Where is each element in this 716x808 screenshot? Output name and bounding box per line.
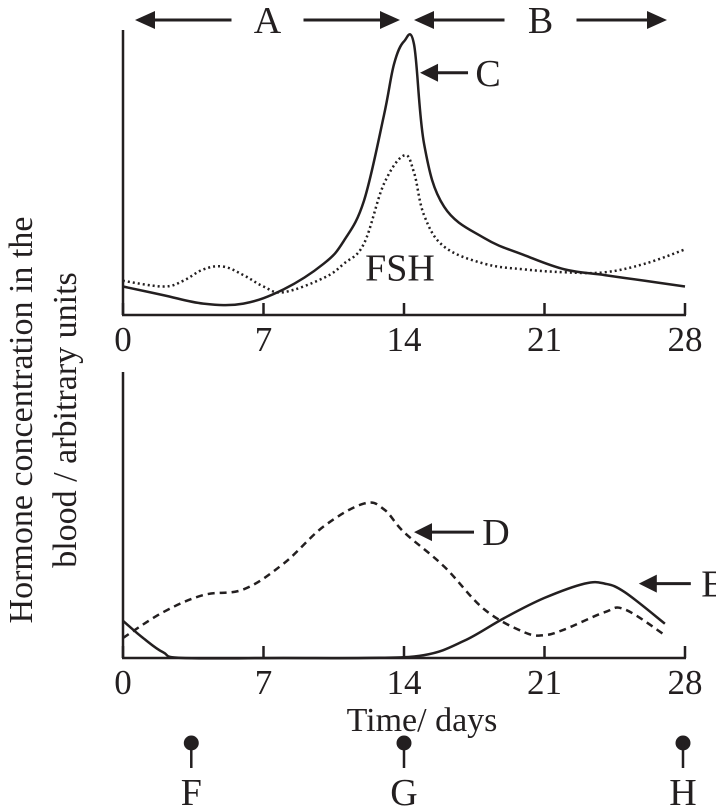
x-tick-label: 14 — [387, 320, 422, 359]
x-tick-label: 0 — [114, 663, 132, 702]
series-fsh-line — [122, 153, 686, 294]
series-e-pointer-text: E — [701, 564, 716, 606]
x-tick-label: 7 — [255, 663, 273, 702]
marker-f: F — [181, 735, 202, 808]
phase-a-label: A — [254, 0, 282, 42]
x-tick-label: 0 — [114, 320, 132, 359]
series-d-pointer-text: D — [482, 512, 509, 554]
series-e-pointer: E — [638, 564, 716, 606]
x-tick-label: 28 — [668, 663, 703, 702]
marker-g: G — [390, 735, 418, 808]
series-d-line — [122, 501, 666, 640]
top-x-ticks: 0 7 14 21 28 — [114, 303, 703, 359]
x-tick-label: 28 — [668, 320, 703, 359]
x-tick-label: 7 — [255, 320, 273, 359]
phase-a-arrow: A — [135, 0, 400, 42]
day-markers: F G H — [181, 735, 697, 808]
marker-h: H — [669, 735, 697, 808]
x-axis-label: Time/ days — [347, 702, 498, 739]
y-axis-label-line2: blood / arbitrary units — [47, 272, 84, 568]
top-series-labels: C FSH — [365, 53, 501, 290]
x-tick-label: 21 — [527, 320, 562, 359]
bottom-series-labels: DE — [414, 512, 716, 606]
x-tick-label: 21 — [527, 663, 562, 702]
marker-h-label: H — [669, 772, 696, 808]
y-axis-label-line1: Hormone concentration in the — [3, 217, 40, 624]
series-fsh-label: FSH — [365, 248, 435, 290]
phase-b-label: B — [528, 0, 553, 42]
series-c-line — [122, 33, 686, 307]
top-chart: 0 7 14 21 28 C FSH — [114, 30, 703, 359]
series-d-pointer: D — [414, 512, 510, 554]
marker-f-label: F — [181, 772, 202, 808]
top-series — [122, 33, 686, 307]
bottom-chart: 0 7 14 21 28 DE — [114, 372, 716, 702]
phase-b-arrow: B — [414, 0, 667, 42]
series-c-pointer: C — [420, 53, 501, 95]
bottom-series — [122, 501, 666, 660]
series-e-line — [122, 580, 666, 660]
marker-g-label: G — [390, 772, 417, 808]
x-tick-label: 14 — [387, 663, 422, 702]
series-c-pointer-text: C — [475, 53, 500, 95]
bottom-x-ticks: 0 7 14 21 28 — [114, 646, 703, 702]
